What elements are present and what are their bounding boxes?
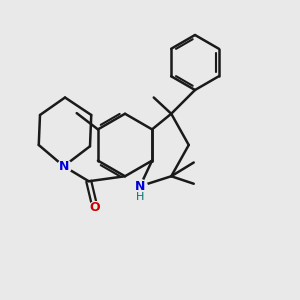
Text: O: O [90,201,100,214]
Text: N: N [135,180,145,193]
Text: H: H [136,192,144,202]
Text: N: N [58,160,69,173]
